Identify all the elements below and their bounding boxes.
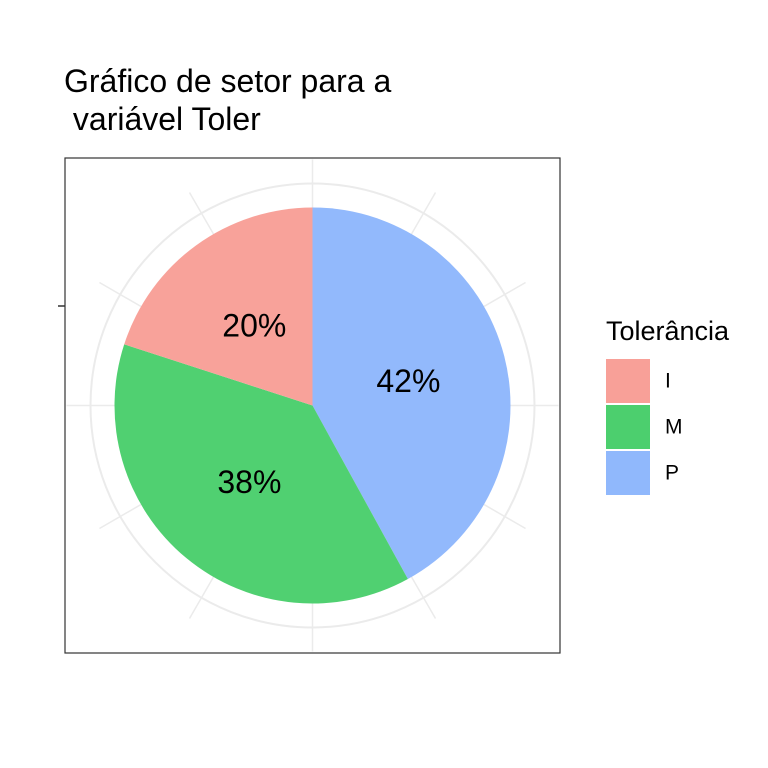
slice-label-P: 42% — [376, 363, 440, 399]
legend-swatch-M — [606, 405, 650, 449]
legend-swatch-I — [606, 359, 650, 403]
legend-swatch-P — [606, 451, 650, 495]
legend-title: Tolerância — [606, 316, 730, 346]
slice-labels: 42% 38% 20% — [217, 307, 440, 499]
pie-slice-I — [124, 207, 313, 406]
pie-slice-M — [114, 344, 408, 604]
slice-label-M: 38% — [217, 464, 281, 500]
slice-label-I: 20% — [222, 307, 286, 343]
pie-slices — [114, 207, 511, 604]
legend-label-P: P — [665, 462, 679, 485]
legend-label-M: M — [665, 416, 683, 439]
legend: Tolerância IMP — [606, 316, 730, 495]
chart-title: Gráfico de setor para a variável Toler — [64, 63, 392, 137]
legend-label-I: I — [665, 370, 671, 393]
pie-slice-P — [312, 207, 511, 580]
